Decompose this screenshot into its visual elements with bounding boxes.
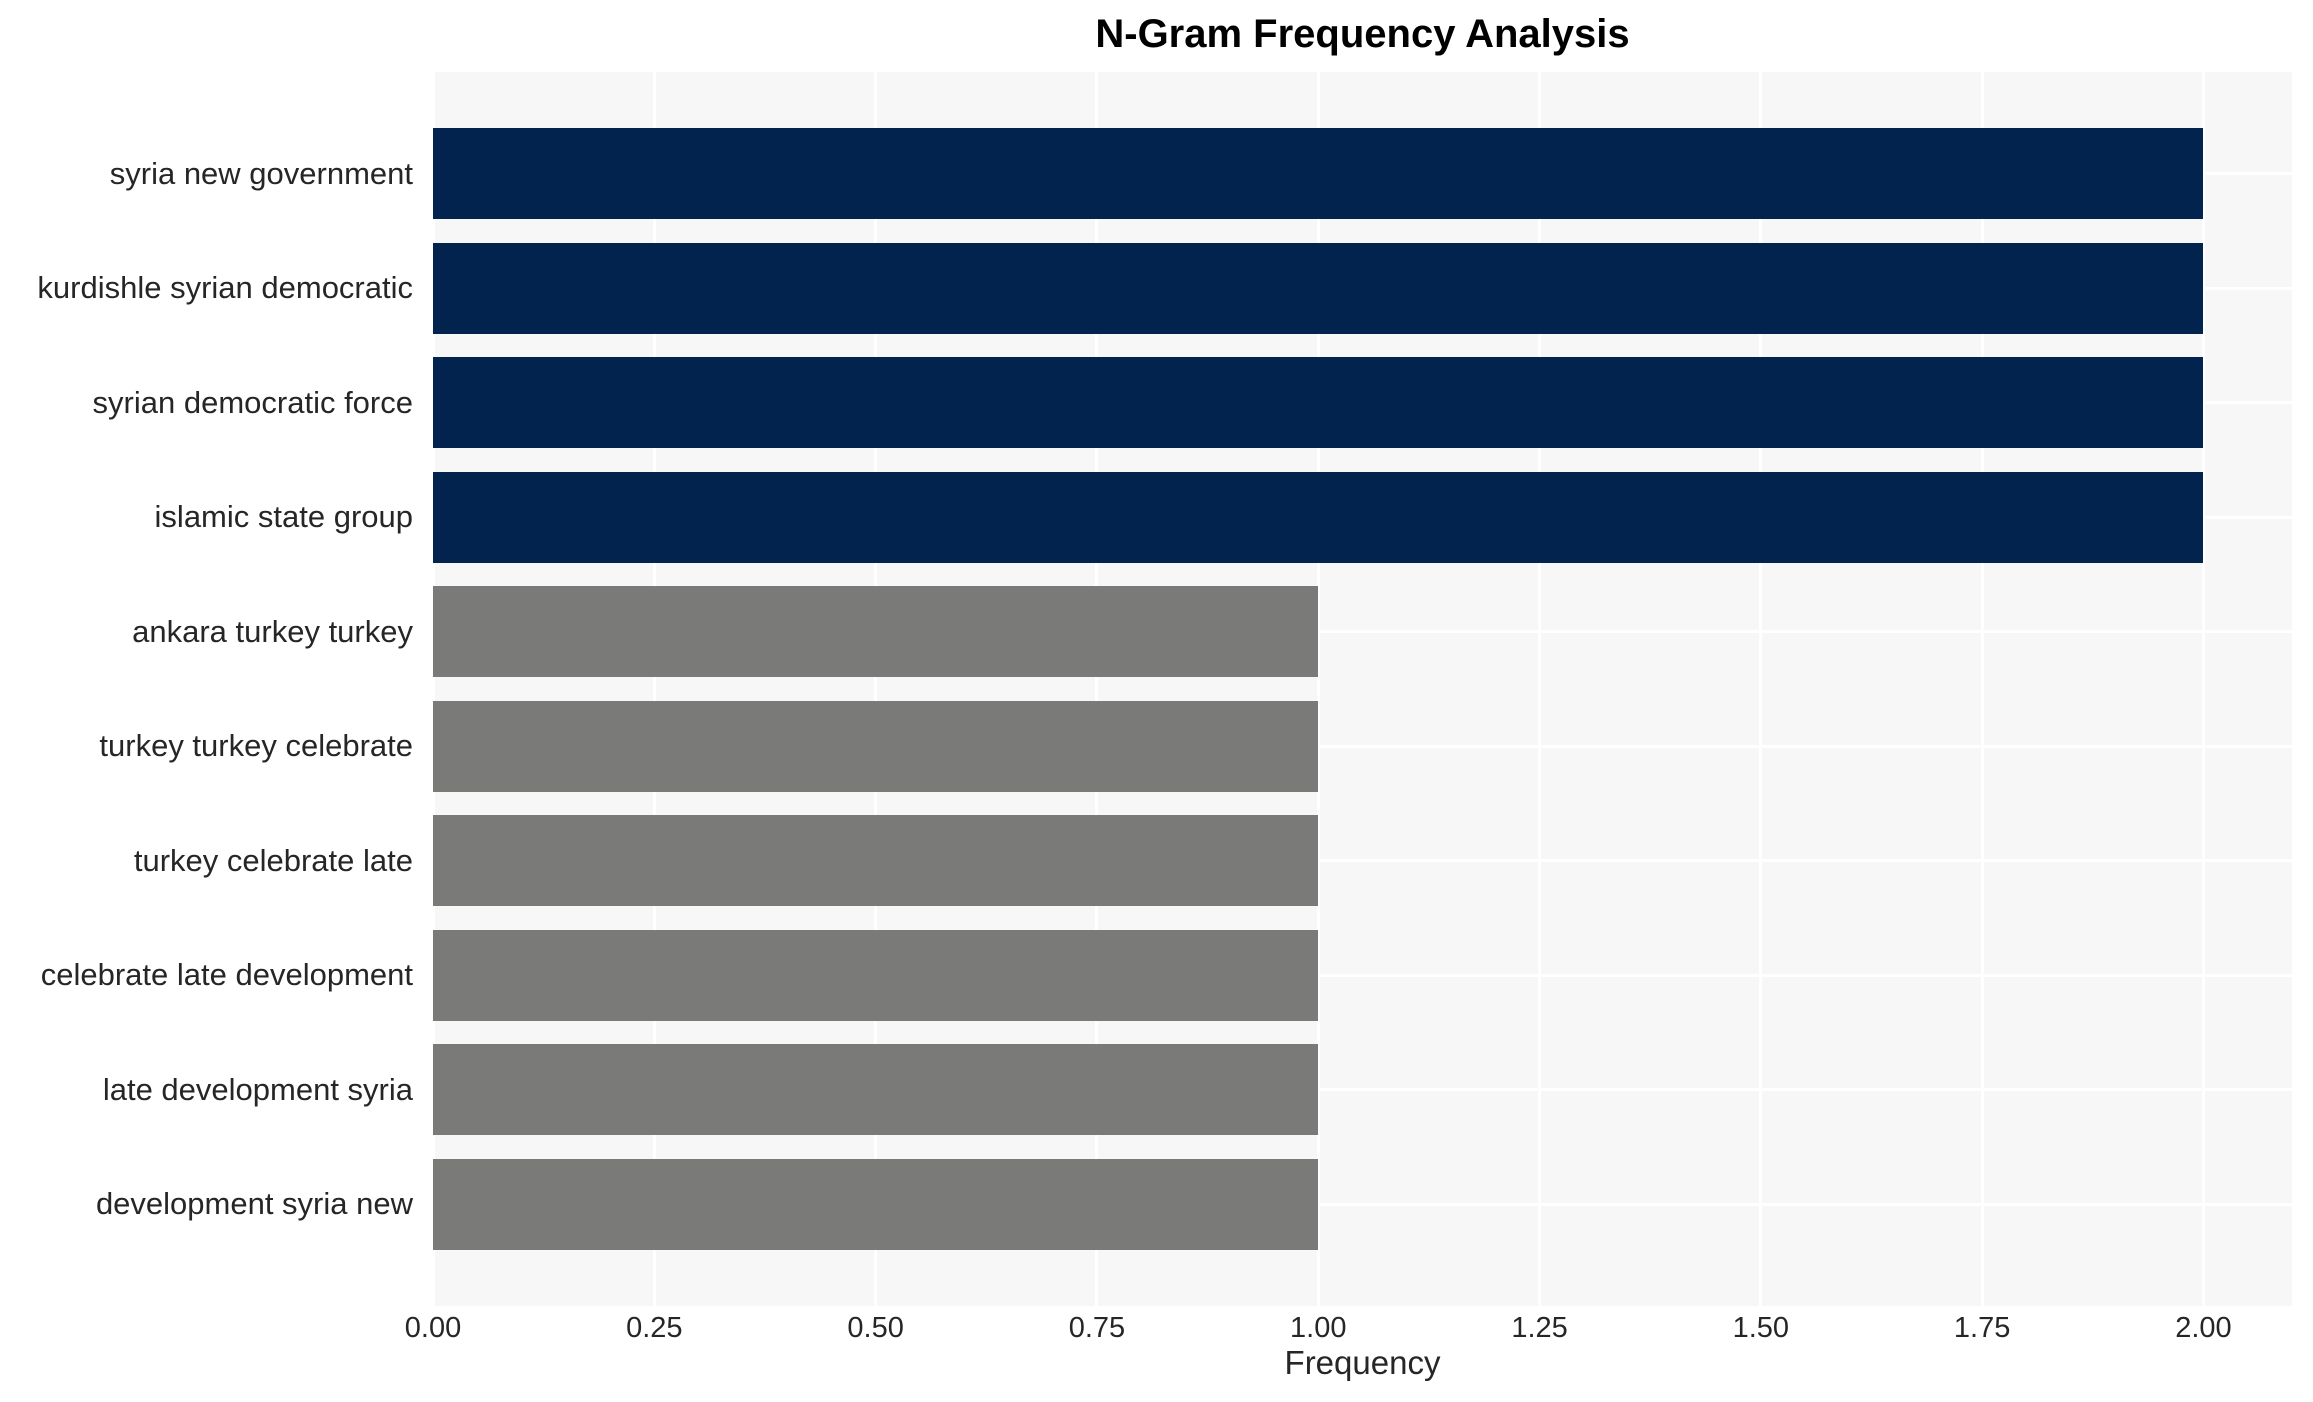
horizontal-gridline	[433, 744, 2292, 748]
bar-late-development-syria	[433, 1044, 1319, 1136]
x-tick-label: 0.25	[626, 1312, 683, 1344]
vertical-gridline	[1095, 72, 1099, 1306]
y-tick-label: syria new government	[109, 155, 413, 191]
horizontal-gridline	[433, 1088, 2292, 1092]
x-tick-label: 1.50	[1732, 1312, 1790, 1344]
vertical-gridline	[1316, 72, 1320, 1306]
x-tick-label: 0.00	[404, 1312, 462, 1344]
bar-turkey-turkey-celebrate	[433, 700, 1319, 792]
bar-syrian-democratic-force	[433, 357, 2204, 449]
bar-turkey-celebrate-late	[433, 815, 1319, 907]
y-tick-label: celebrate late development	[40, 957, 413, 993]
vertical-gridline	[1980, 72, 1984, 1306]
vertical-gridline	[1759, 72, 1763, 1306]
bar-islamic-state-group	[433, 471, 2204, 563]
y-axis-labels: syria new government kurdishle syrian dem…	[0, 72, 423, 1306]
x-tick-label: 0.50	[847, 1312, 904, 1344]
vertical-gridline	[1538, 72, 1542, 1306]
x-tick-label: 2.00	[2175, 1312, 2232, 1344]
x-tick-label: 1.75	[1953, 1312, 2011, 1344]
horizontal-gridline	[433, 973, 2292, 977]
bar-development-syria-new	[433, 1158, 1319, 1250]
y-tick-label: development syria new	[95, 1186, 413, 1222]
x-tick-label: 0.75	[1068, 1312, 1126, 1344]
vertical-gridline	[2201, 72, 2205, 1306]
x-axis-ticks: 0.00 0.25 0.50 0.75 1.00 1.25 1.50 1.75 2.00	[405, 1306, 2292, 1346]
y-tick-label: turkey celebrate late	[133, 842, 413, 878]
chart-title: N-Gram Frequency Analysis	[1095, 12, 1630, 56]
horizontal-gridline	[433, 1202, 2292, 1206]
vertical-gridline	[652, 72, 656, 1306]
x-axis-label: Frequency	[1284, 1344, 1441, 1381]
y-tick-label: syrian democratic force	[92, 384, 413, 420]
y-tick-label: late development syria	[102, 1071, 413, 1107]
y-tick-label: islamic state group	[154, 499, 413, 535]
y-tick-label: ankara turkey turkey	[132, 613, 413, 649]
bar-celebrate-late-development	[433, 929, 1319, 1021]
bar-kurdishle-syrian-democratic	[433, 242, 2204, 334]
bar-syria-new-government	[433, 128, 2204, 220]
y-tick-label: turkey turkey celebrate	[99, 728, 413, 764]
y-tick-label: kurdishle syrian democratic	[37, 270, 413, 306]
vertical-gridline	[431, 72, 435, 1306]
x-tick-label: 1.25	[1511, 1312, 1568, 1344]
horizontal-gridline	[433, 630, 2292, 634]
vertical-gridline	[874, 72, 878, 1306]
x-tick-label: 1.00	[1290, 1312, 1347, 1344]
plot-area	[431, 72, 2292, 1306]
horizontal-gridline	[433, 859, 2292, 863]
bar-ankara-turkey-turkey	[433, 586, 1319, 678]
